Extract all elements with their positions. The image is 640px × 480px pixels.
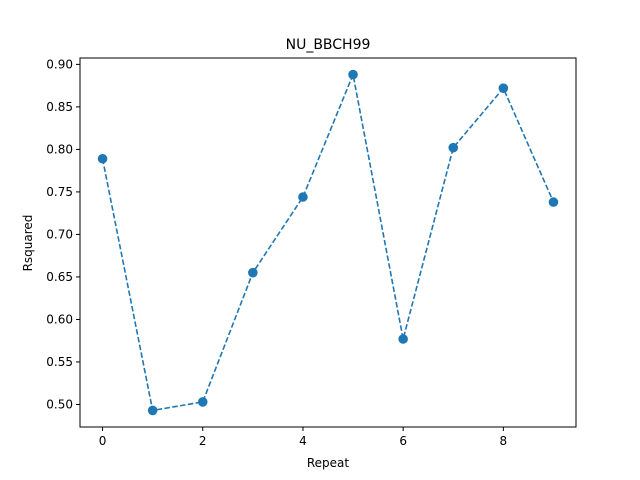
x-tick-label: 0 xyxy=(99,434,107,448)
data-point xyxy=(548,197,559,207)
chart-title: NU_BBCH99 xyxy=(286,37,371,53)
x-tick-label: 8 xyxy=(500,434,508,448)
data-point xyxy=(147,405,158,416)
data-point xyxy=(448,142,459,153)
y-tick-label: 0.70 xyxy=(46,227,73,241)
y-tick-label: 0.75 xyxy=(46,185,73,199)
data-point xyxy=(197,397,208,407)
data-point xyxy=(348,69,358,80)
y-tick-label: 0.65 xyxy=(46,270,73,284)
data-point xyxy=(498,83,509,93)
data-point xyxy=(298,192,308,202)
y-tick-label: 0.50 xyxy=(46,397,73,411)
y-tick-label: 0.60 xyxy=(46,312,73,326)
y-tick-label: 0.90 xyxy=(46,57,73,71)
data-point xyxy=(97,153,108,164)
x-tick-label: 2 xyxy=(199,434,207,448)
data-point xyxy=(398,334,408,344)
y-axis-label: Rsquared xyxy=(21,215,35,272)
x-axis-label: Repeat xyxy=(307,456,350,470)
data-point xyxy=(248,267,258,278)
axes-frame xyxy=(79,57,577,428)
x-tick-label: 4 xyxy=(299,434,307,448)
plot-area: 0 2 4 6 8 0.50 0.55 0.60 0.65 0.70 0.75 0.80 0.85 0.9… xyxy=(46,57,559,448)
y-tick-label: 0.55 xyxy=(46,355,73,369)
series-line xyxy=(101,71,555,412)
y-tick-label: 0.85 xyxy=(46,100,73,114)
x-tick-label: 6 xyxy=(399,434,407,448)
y-tick-label: 0.80 xyxy=(46,142,73,156)
